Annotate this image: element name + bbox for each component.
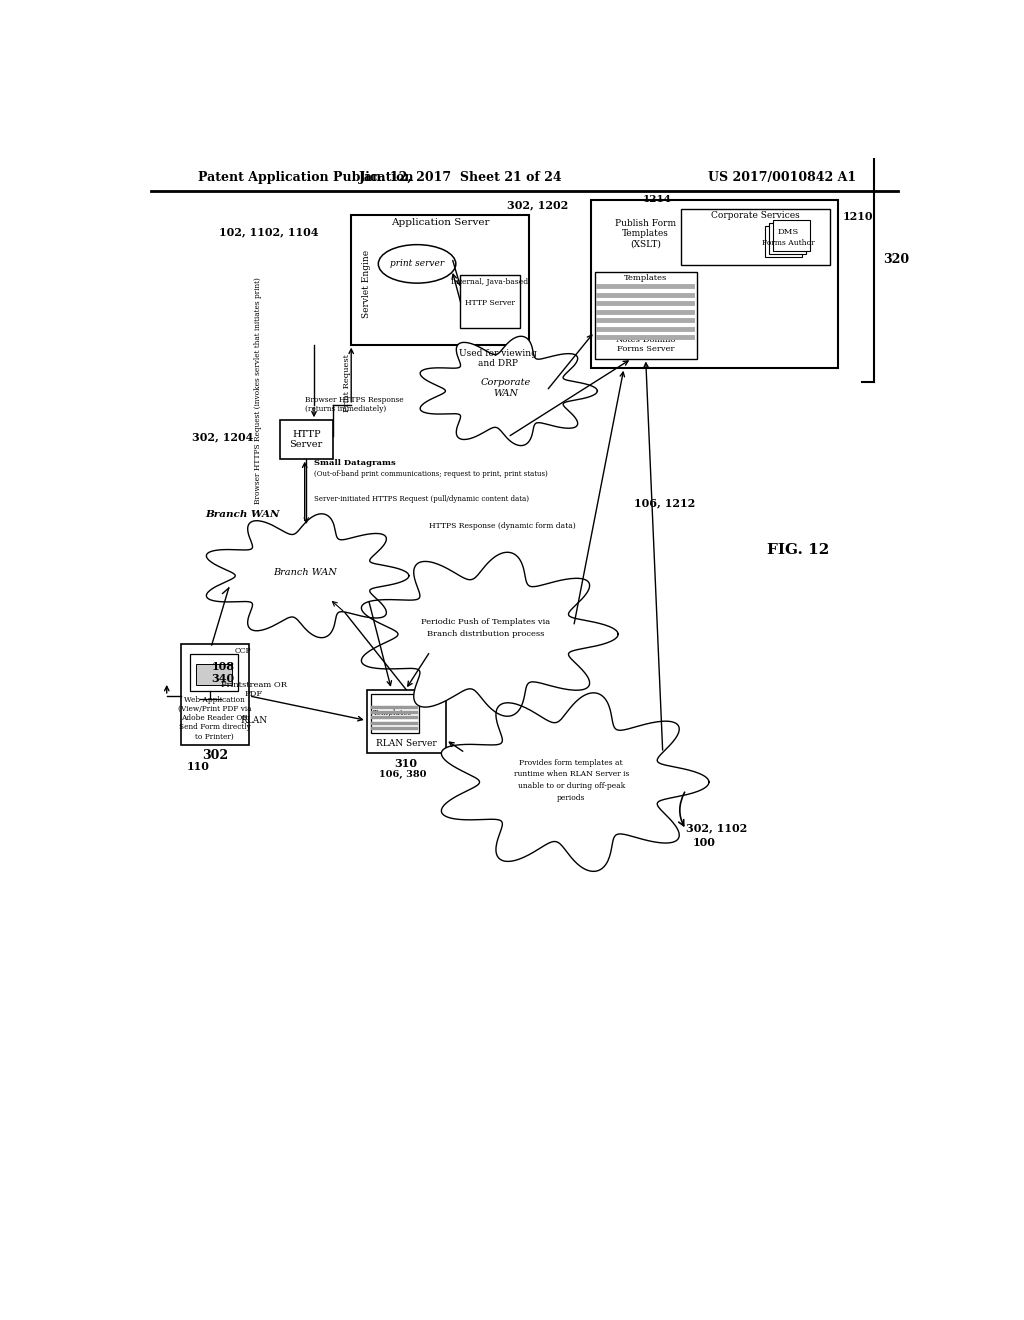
Text: 302: 302 bbox=[202, 750, 228, 763]
Text: FIG. 12: FIG. 12 bbox=[767, 543, 829, 557]
Text: Printstream OR
PDF: Printstream OR PDF bbox=[220, 681, 287, 698]
Text: Small Datagrams: Small Datagrams bbox=[314, 458, 395, 466]
Text: 1210: 1210 bbox=[843, 211, 873, 223]
Polygon shape bbox=[361, 552, 618, 717]
Text: Notes-Domino
Forms Server: Notes-Domino Forms Server bbox=[615, 337, 676, 354]
Text: Branch WAN: Branch WAN bbox=[272, 568, 337, 577]
Text: runtime when RLAN Server is: runtime when RLAN Server is bbox=[514, 771, 629, 779]
Text: Templates: Templates bbox=[374, 709, 413, 717]
Text: DMS: DMS bbox=[777, 228, 799, 236]
Text: 310: 310 bbox=[394, 758, 418, 770]
Bar bbox=[681, 209, 830, 264]
Text: Used for viewing
and DRP: Used for viewing and DRP bbox=[459, 348, 537, 368]
Text: (Out-of-band print communications; request to print, print status): (Out-of-band print communications; reque… bbox=[314, 470, 548, 478]
Text: 102, 1102, 1104: 102, 1102, 1104 bbox=[219, 226, 318, 238]
Text: Corporate Services: Corporate Services bbox=[712, 211, 800, 220]
Text: Publish Form
Templates
(XSLT): Publish Form Templates (XSLT) bbox=[615, 219, 676, 248]
Bar bbox=[280, 420, 333, 459]
Text: print server: print server bbox=[390, 260, 444, 268]
Text: 106, 1212: 106, 1212 bbox=[634, 498, 695, 510]
Text: 100: 100 bbox=[692, 837, 715, 847]
Text: US 2017/0010842 A1: US 2017/0010842 A1 bbox=[709, 172, 856, 185]
Text: 320: 320 bbox=[884, 252, 909, 265]
Text: Browser HTTPS Request (invokes servlet that initiates print): Browser HTTPS Request (invokes servlet t… bbox=[254, 277, 262, 504]
Polygon shape bbox=[441, 693, 709, 871]
Text: Browser HTTPS Response
(returns immediately): Browser HTTPS Response (returns immediat… bbox=[305, 396, 403, 413]
Text: 108: 108 bbox=[212, 661, 234, 672]
Bar bbox=[773, 220, 810, 251]
Text: Forms Author: Forms Author bbox=[762, 239, 815, 247]
Text: 302, 1204: 302, 1204 bbox=[191, 432, 253, 442]
Bar bbox=[460, 276, 520, 327]
Text: 302, 1102: 302, 1102 bbox=[686, 822, 748, 834]
Text: RLAN: RLAN bbox=[240, 715, 267, 725]
Text: Print Request: Print Request bbox=[343, 354, 350, 412]
Bar bbox=[197, 664, 231, 685]
Bar bbox=[190, 655, 238, 692]
Text: Templates: Templates bbox=[624, 273, 668, 281]
Bar bbox=[595, 272, 697, 359]
Text: Server-initiated HTTPS Request (pull/dynamic content data): Server-initiated HTTPS Request (pull/dyn… bbox=[314, 495, 529, 503]
Text: Internal, Java-based: Internal, Java-based bbox=[452, 277, 528, 285]
Text: HTTP Server: HTTP Server bbox=[465, 300, 515, 308]
Text: Web Application
(View/Print PDF via
Adobe Reader OR
Send Form directly
to Printe: Web Application (View/Print PDF via Adob… bbox=[178, 696, 252, 741]
Text: 340: 340 bbox=[212, 673, 234, 684]
Text: periods: periods bbox=[557, 793, 586, 801]
Text: Application Server: Application Server bbox=[391, 218, 489, 227]
Text: Servlet Engine: Servlet Engine bbox=[362, 249, 372, 318]
Polygon shape bbox=[207, 513, 409, 638]
Bar bbox=[367, 690, 445, 752]
Bar bbox=[769, 223, 806, 253]
Text: Jan. 12, 2017  Sheet 21 of 24: Jan. 12, 2017 Sheet 21 of 24 bbox=[359, 172, 563, 185]
Text: Patent Application Publication: Patent Application Publication bbox=[198, 172, 414, 185]
Bar bbox=[371, 694, 419, 733]
Text: Periodic Push of Templates via: Periodic Push of Templates via bbox=[422, 618, 551, 626]
Text: 1214: 1214 bbox=[643, 195, 672, 205]
Text: Server: Server bbox=[290, 441, 323, 449]
Text: Branch distribution process: Branch distribution process bbox=[427, 630, 545, 639]
Text: 302, 1202: 302, 1202 bbox=[507, 199, 568, 210]
Bar bbox=[592, 201, 838, 368]
Bar bbox=[765, 226, 802, 257]
Text: 110: 110 bbox=[186, 762, 209, 772]
Text: Branch WAN: Branch WAN bbox=[206, 510, 280, 519]
Text: Corporate
WAN: Corporate WAN bbox=[481, 378, 531, 397]
Bar bbox=[180, 644, 249, 744]
Text: 106, 380: 106, 380 bbox=[379, 770, 426, 779]
Bar bbox=[351, 215, 529, 345]
Text: RLAN Server: RLAN Server bbox=[376, 739, 436, 748]
Polygon shape bbox=[420, 337, 597, 446]
Text: unable to or during off-peak: unable to or during off-peak bbox=[518, 781, 625, 789]
Text: HTTPS Response (dynamic form data): HTTPS Response (dynamic form data) bbox=[429, 523, 575, 531]
Text: CCP: CCP bbox=[234, 647, 251, 655]
Ellipse shape bbox=[378, 244, 456, 284]
Text: HTTP: HTTP bbox=[292, 429, 321, 438]
Text: Provides form templates at: Provides form templates at bbox=[519, 759, 624, 767]
